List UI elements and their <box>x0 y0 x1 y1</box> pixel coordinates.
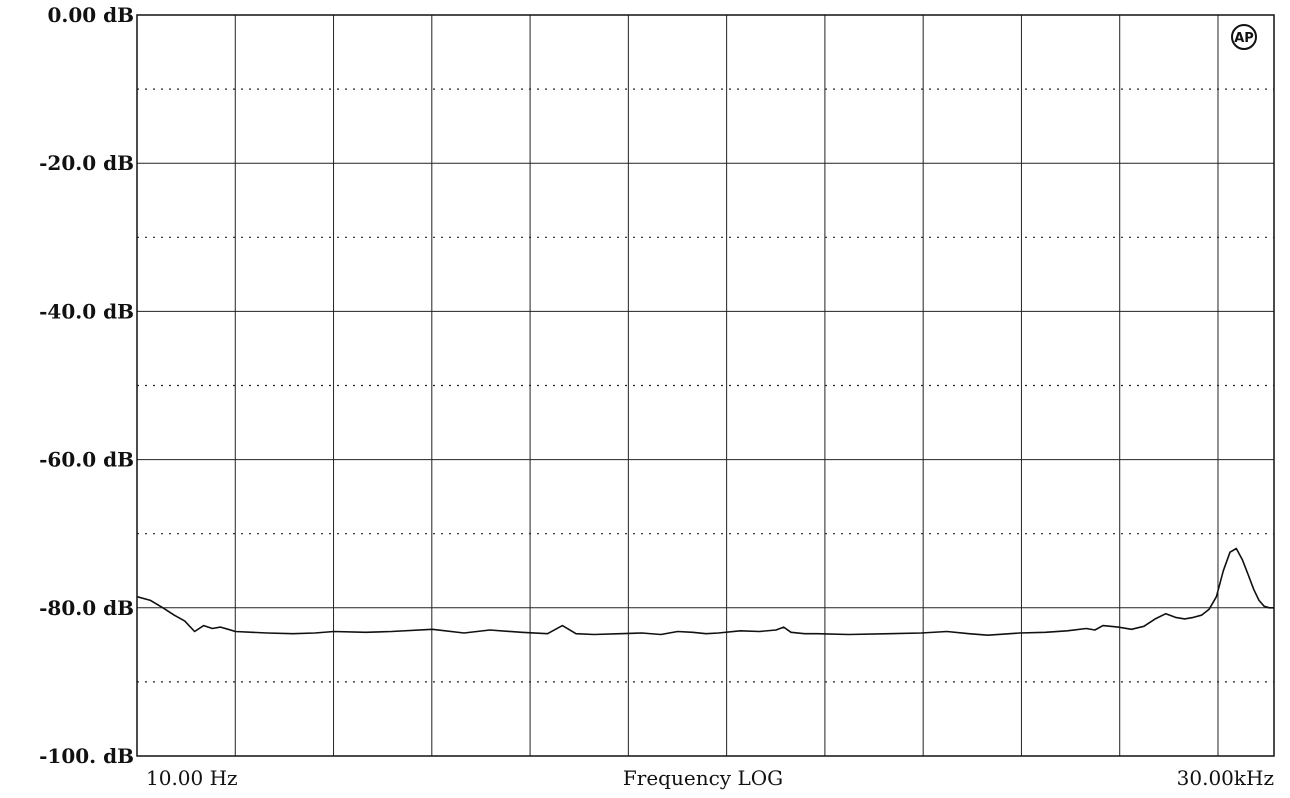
series-group <box>136 547 1274 637</box>
y-tick-label: 0.00 dB <box>47 3 134 27</box>
y-tick-label: -100. dB <box>39 744 134 768</box>
ap-logo-icon: AP <box>1231 24 1257 50</box>
y-tick-label: -40.0 dB <box>39 299 134 323</box>
plot-frame <box>136 14 1275 757</box>
series-line <box>136 547 1274 637</box>
svg-text:AP: AP <box>1234 31 1254 46</box>
y-tick-label: -80.0 dB <box>39 596 134 620</box>
grid <box>137 15 1274 756</box>
x-axis-label: Frequency LOG <box>623 766 783 790</box>
x-start-label: 10.00 Hz <box>146 766 238 790</box>
y-tick-label: -60.0 dB <box>39 448 134 472</box>
x-end-label: 30.00kHz <box>1177 766 1274 790</box>
y-tick-labels: 0.00 dB -20.0 dB -40.0 dB -60.0 dB -80.0 dB -… <box>39 3 134 768</box>
y-tick-label: -20.0 dB <box>39 151 134 175</box>
